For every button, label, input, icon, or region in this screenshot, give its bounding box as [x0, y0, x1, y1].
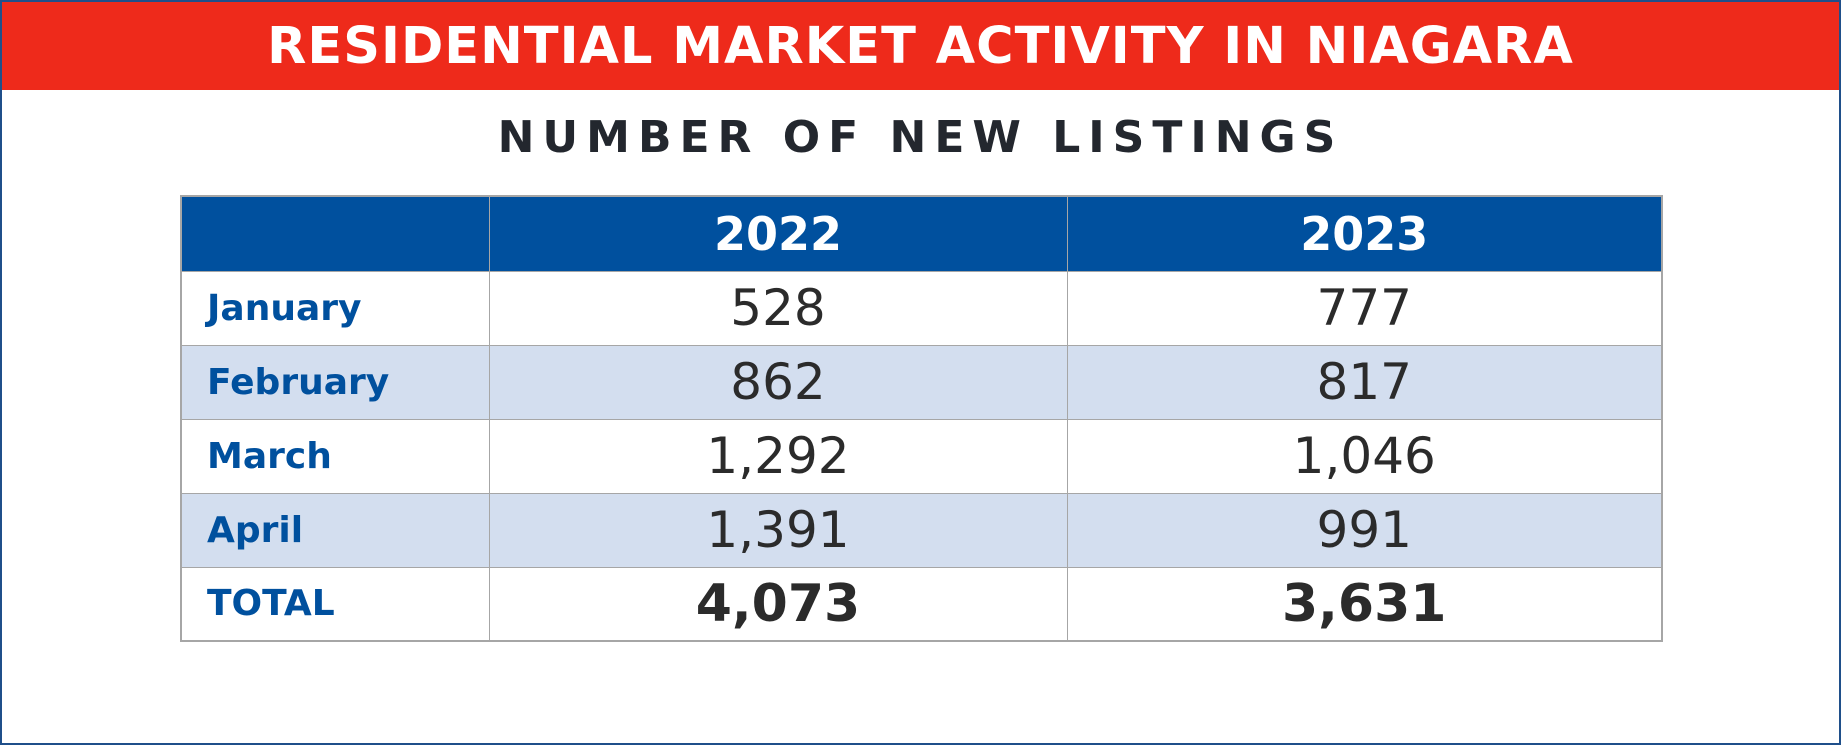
- header-blank-cell: [180, 195, 490, 272]
- listings-table: 2022 2023 January 528 777 February 862 8…: [180, 195, 1663, 642]
- table-title: NUMBER OF NEW LISTINGS: [497, 112, 1344, 163]
- month-label: January: [180, 270, 490, 346]
- table-row-april: April 1,391 991: [180, 492, 1663, 568]
- table-row-total: TOTAL 4,073 3,631: [180, 566, 1663, 642]
- table-row-january: January 528 777: [180, 270, 1663, 346]
- value-2023: 991: [1066, 492, 1663, 568]
- value-2022: 862: [488, 344, 1068, 420]
- month-label: March: [180, 418, 490, 494]
- value-2022: 528: [488, 270, 1068, 346]
- total-2023: 3,631: [1066, 566, 1663, 642]
- month-label: April: [180, 492, 490, 568]
- total-2022: 4,073: [488, 566, 1068, 642]
- value-2023: 1,046: [1066, 418, 1663, 494]
- table-row-february: February 862 817: [180, 344, 1663, 420]
- table-header-row: 2022 2023: [180, 195, 1663, 272]
- total-label: TOTAL: [180, 566, 490, 642]
- banner-title: RESIDENTIAL MARKET ACTIVITY IN NIAGARA: [2, 2, 1839, 90]
- value-2023: 817: [1066, 344, 1663, 420]
- value-2022: 1,292: [488, 418, 1068, 494]
- month-label: February: [180, 344, 490, 420]
- value-2023: 777: [1066, 270, 1663, 346]
- value-2022: 1,391: [488, 492, 1068, 568]
- header-year-2022: 2022: [488, 195, 1068, 272]
- header-year-2023: 2023: [1066, 195, 1663, 272]
- table-row-march: March 1,292 1,046: [180, 418, 1663, 494]
